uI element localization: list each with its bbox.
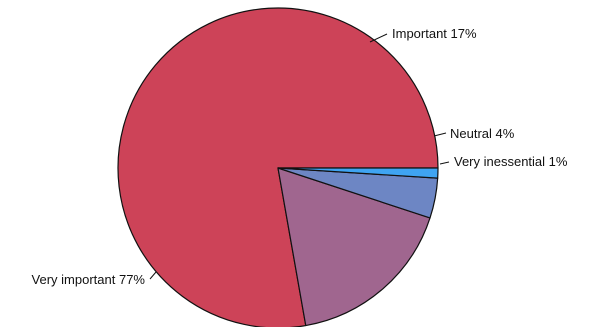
leader-line-very-inessential [439, 161, 450, 165]
leader-line-neutral [433, 132, 447, 137]
pie-slices [117, 7, 439, 327]
pie-labels: Very important 77% Important 17% Neutral 4… [32, 26, 568, 287]
pie-label-very-important: Very important 77% [32, 272, 146, 287]
pie-label-neutral: Neutral 4% [450, 126, 515, 141]
pie-slice-important [277, 167, 431, 327]
pie-slice-very-inessential [277, 167, 439, 179]
pie-label-very-inessential: Very inessential 1% [454, 154, 568, 169]
leader-line-very-important [149, 271, 157, 280]
pie-label-important: Important 17% [392, 26, 477, 41]
leader-line-important [369, 33, 388, 43]
pie-leader-lines [149, 33, 450, 280]
